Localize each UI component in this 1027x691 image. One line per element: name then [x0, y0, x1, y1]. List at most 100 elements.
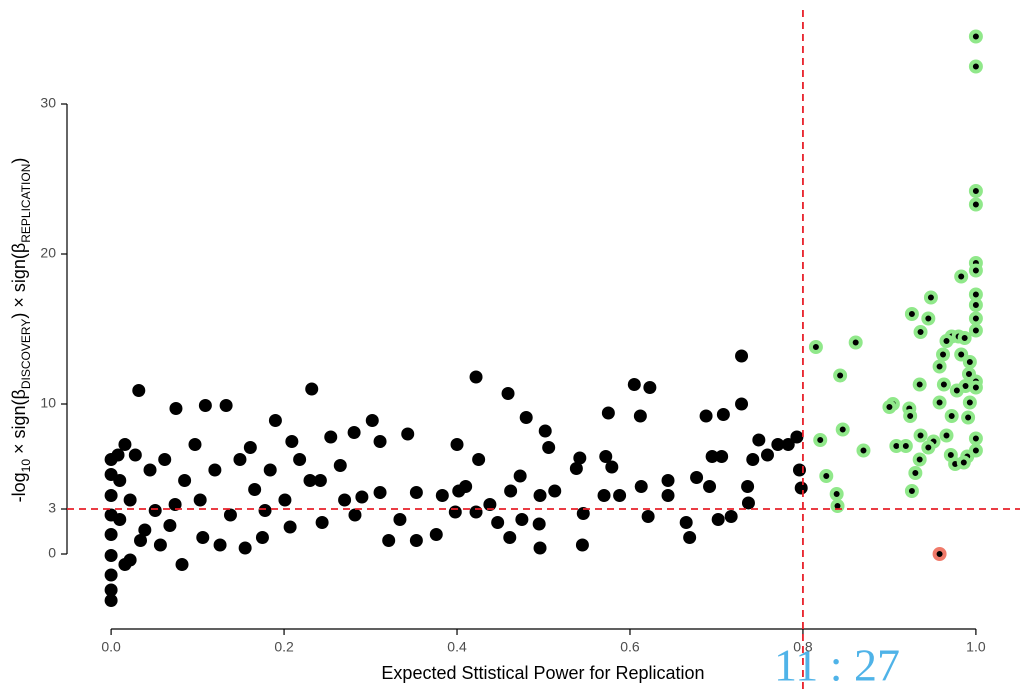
point — [715, 450, 729, 463]
point — [913, 325, 928, 339]
point — [962, 395, 977, 410]
point — [771, 438, 785, 451]
x-tick-label: 0.6 — [620, 639, 640, 655]
point — [118, 438, 132, 451]
point — [373, 435, 387, 448]
point — [429, 528, 443, 541]
point — [903, 409, 918, 423]
point — [248, 483, 262, 496]
point — [939, 428, 954, 443]
point — [921, 440, 936, 455]
y-tick-label: 3 — [48, 500, 56, 516]
point — [936, 347, 951, 362]
point — [634, 480, 648, 493]
point — [258, 504, 272, 517]
point — [954, 269, 969, 284]
point — [347, 426, 361, 439]
point — [605, 460, 619, 474]
point — [936, 377, 951, 392]
point — [315, 516, 329, 529]
point — [752, 433, 766, 447]
point — [949, 383, 964, 398]
point — [450, 438, 464, 451]
point — [313, 474, 327, 487]
point — [178, 474, 192, 487]
point — [569, 462, 583, 475]
point — [703, 480, 717, 493]
point — [168, 498, 182, 511]
point — [913, 428, 928, 443]
point — [196, 531, 210, 544]
point — [153, 538, 167, 552]
point — [724, 510, 738, 523]
point — [968, 29, 983, 44]
point — [132, 384, 146, 397]
y-axis-label-part: ) × sign(β — [9, 243, 29, 319]
point — [968, 263, 983, 278]
y-axis-label-part: ) — [9, 158, 29, 164]
point — [243, 441, 257, 454]
point — [223, 508, 237, 522]
point — [104, 489, 118, 502]
point — [158, 453, 172, 466]
point — [882, 400, 897, 414]
x-tick-label: 0.4 — [447, 639, 467, 655]
point — [143, 463, 157, 477]
point — [781, 438, 795, 451]
point — [633, 409, 647, 423]
point — [542, 441, 556, 454]
point — [833, 368, 848, 383]
y-axis-label-part: -log — [9, 472, 29, 502]
point — [373, 486, 387, 499]
point — [104, 549, 118, 562]
point — [808, 340, 823, 354]
y-tick-label: 30 — [40, 95, 56, 111]
point — [962, 355, 977, 369]
point — [597, 489, 611, 502]
point — [263, 463, 277, 477]
point — [961, 410, 976, 425]
point — [699, 409, 713, 423]
point — [735, 397, 749, 411]
point — [575, 538, 589, 552]
point — [661, 474, 675, 487]
point — [956, 455, 971, 470]
point — [303, 474, 317, 487]
point — [293, 453, 307, 466]
point — [532, 517, 546, 531]
point — [954, 347, 969, 362]
point — [835, 422, 850, 437]
point — [104, 568, 118, 582]
point — [760, 448, 774, 462]
point — [513, 469, 527, 483]
x-tick-label: 0.2 — [274, 639, 294, 655]
point — [128, 448, 142, 462]
y-tick-label: 0 — [48, 545, 56, 561]
point — [792, 463, 806, 477]
x-axis-label: Expected Sttistical Power for Replicatio… — [381, 663, 704, 683]
point — [939, 334, 954, 348]
y-axis-label-part: × sign(β — [9, 389, 29, 459]
point — [519, 411, 533, 424]
point — [741, 480, 755, 493]
point — [104, 594, 118, 607]
point — [104, 583, 118, 597]
point — [968, 298, 983, 312]
point — [573, 451, 587, 465]
y-axis-label-part: 10 — [19, 459, 33, 473]
point — [123, 493, 137, 507]
point — [198, 399, 212, 412]
point — [813, 433, 828, 447]
point — [908, 466, 923, 480]
point — [238, 541, 252, 555]
point — [968, 59, 983, 74]
point — [409, 534, 423, 547]
y-axis-label: -log10 × sign(βDISCOVERY) × sign(βREPLIC… — [9, 158, 33, 503]
y-axis-label-part: DISCOVERY — [19, 319, 33, 389]
point — [515, 513, 529, 526]
point — [169, 402, 183, 415]
point — [716, 408, 730, 421]
point — [163, 519, 177, 532]
point — [968, 184, 983, 198]
point — [904, 484, 919, 498]
